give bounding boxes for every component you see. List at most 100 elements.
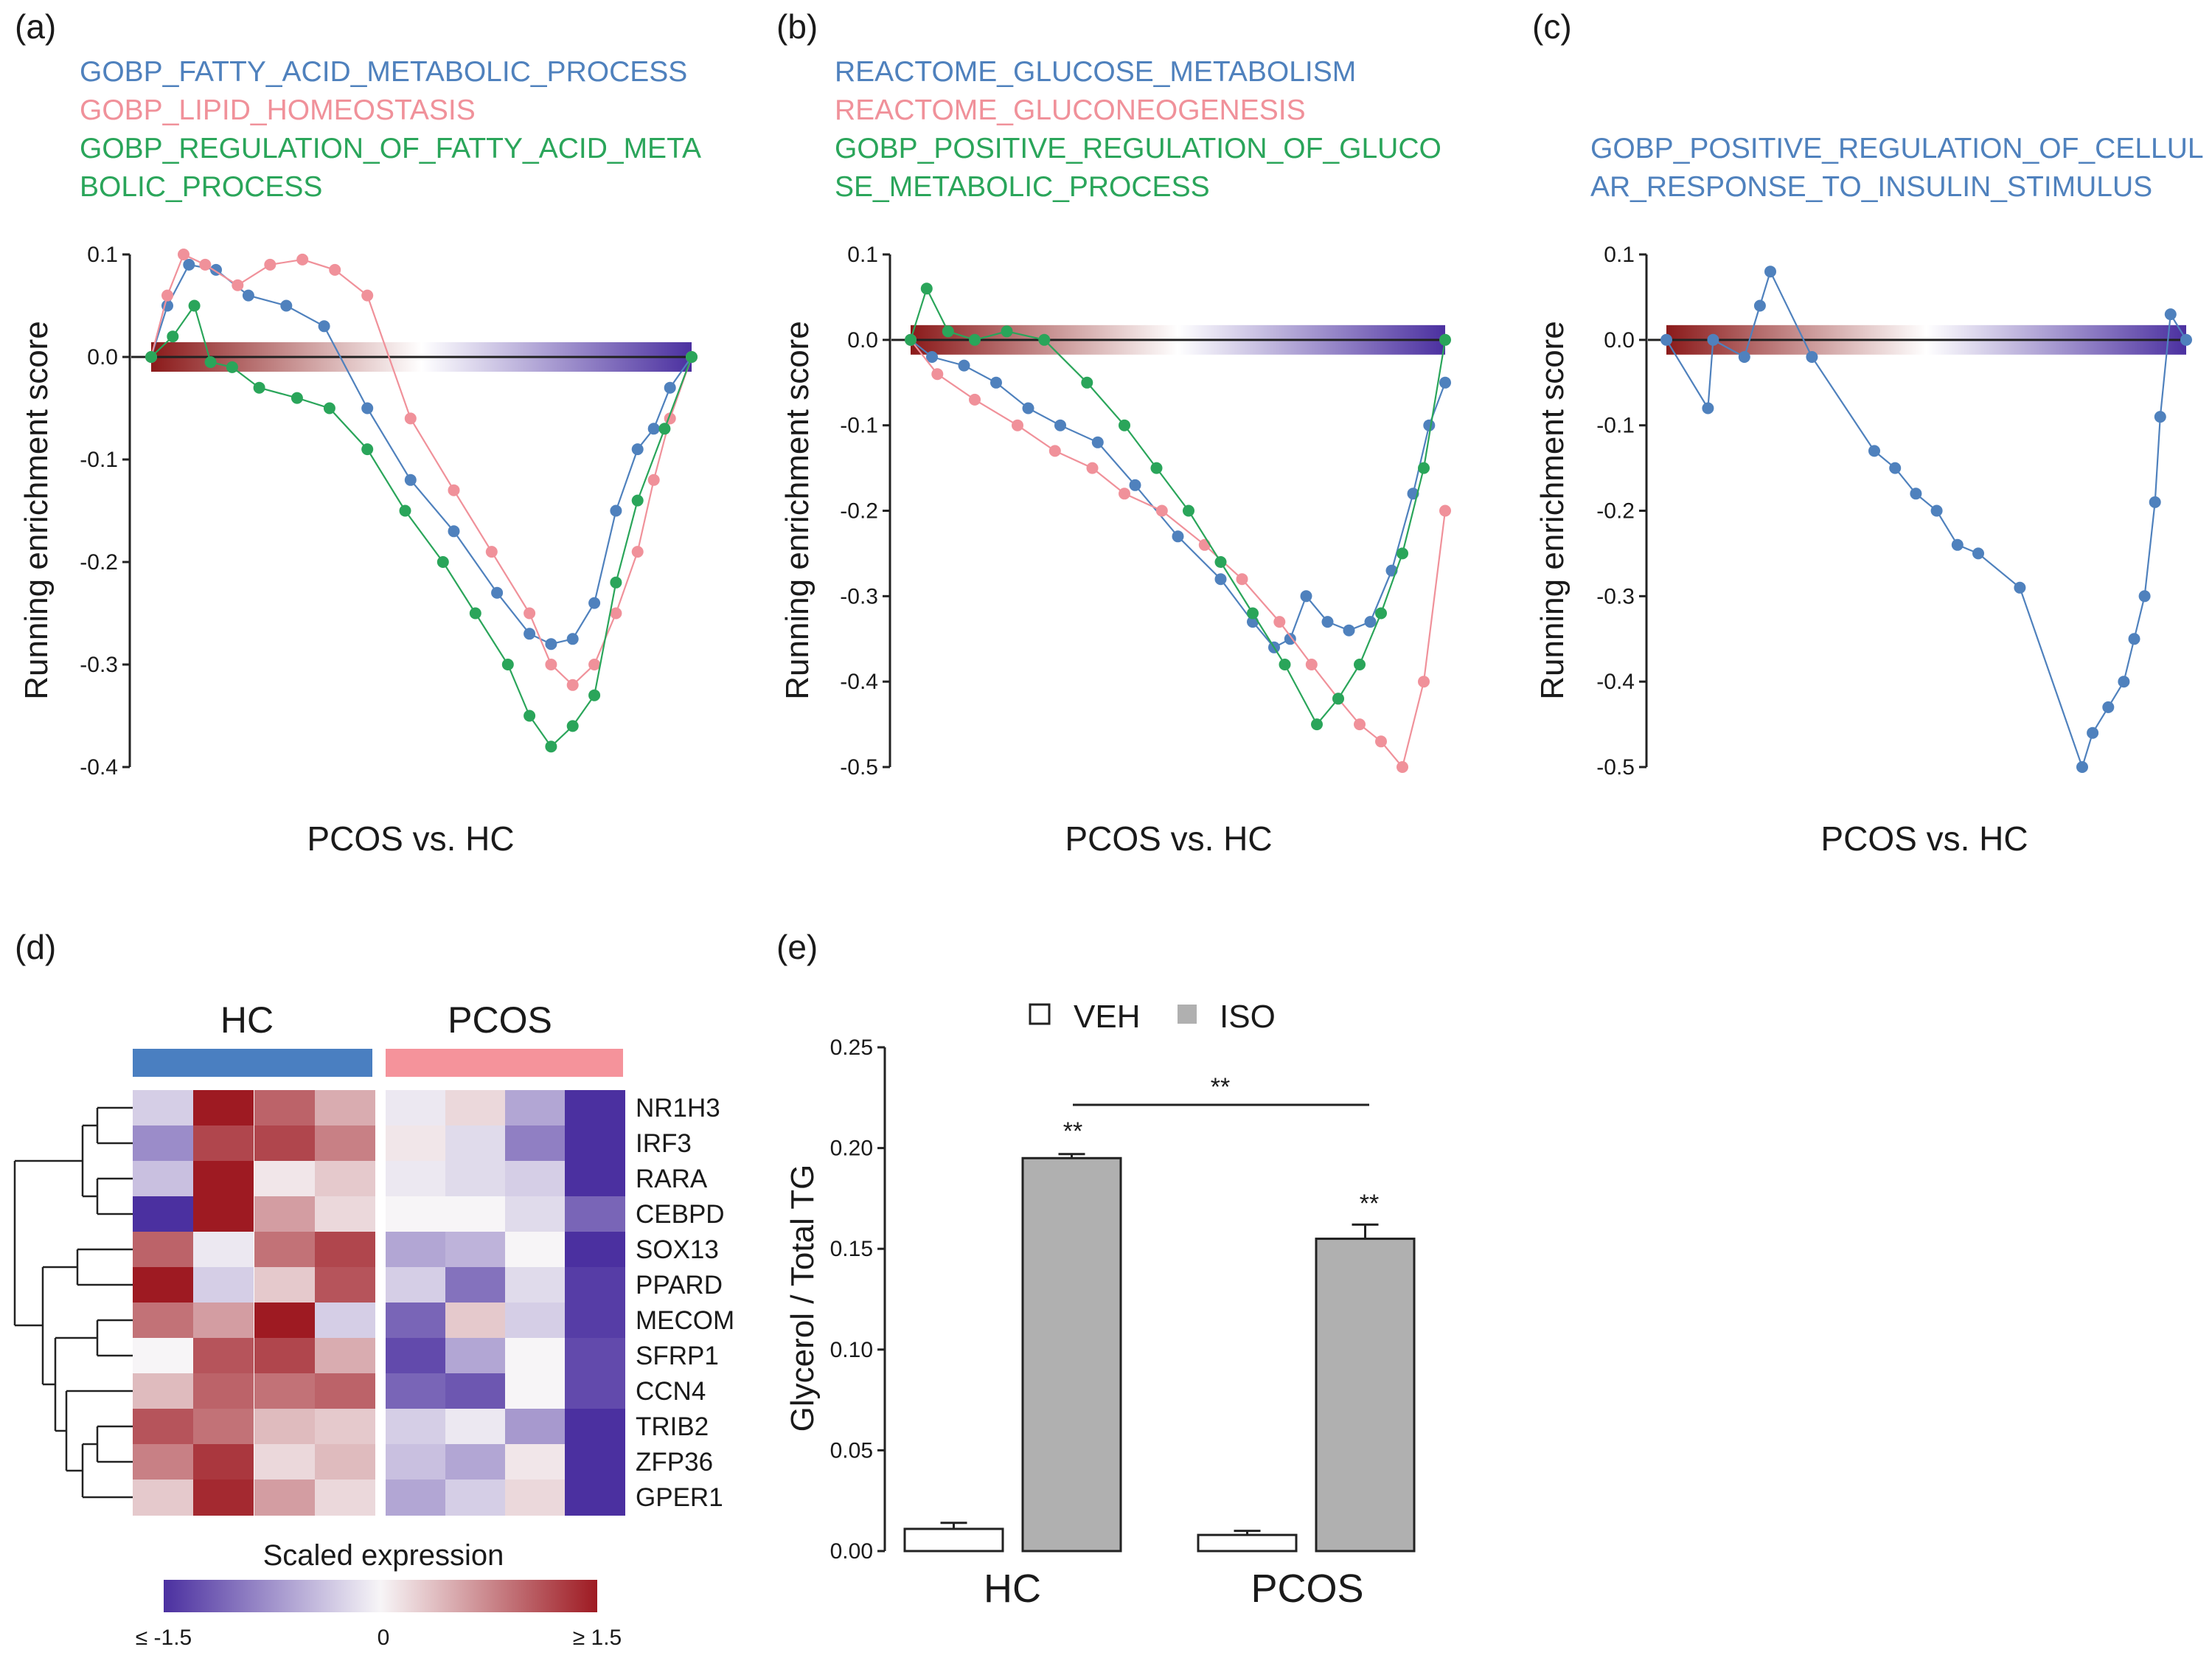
heatmap-cell [315,1196,375,1232]
enrichment-point [1048,445,1061,457]
enrichment-point [969,393,981,406]
enrichment-point [1738,351,1750,363]
significance-between: ** [1211,1073,1230,1101]
heatmap-cell [386,1232,446,1268]
enrichment-point [361,443,374,456]
heatmap-cell [565,1232,625,1268]
enrichment-point [647,423,660,435]
enrichment-point [204,356,217,368]
heatmap-cell [565,1373,625,1409]
heatmap-cell [565,1480,625,1516]
enrichment-point [1119,419,1130,431]
enrichment-point [1214,573,1227,586]
heatmap-cell [254,1480,315,1516]
enrichment-point [178,249,189,260]
gene-label: NR1H3 [636,1094,720,1123]
panel-label-a: (a) [15,7,56,46]
enrichment-point [399,504,411,517]
heatmap-cell [565,1267,625,1303]
enrichment-point [183,258,195,271]
enrichment-point [2138,590,2151,603]
y-tick-label: -0.3 [80,653,118,677]
enrichment-point [2102,701,2115,713]
y-tick-label: -0.5 [1596,755,1635,780]
heatmap-cell [193,1444,254,1480]
y-tick-label: -0.4 [1596,670,1635,694]
y-axis-a: 0.1 0.0 -0.1 -0.2 -0.3 -0.4 [80,243,131,780]
enrichment-point [2164,308,2177,321]
gene-label: CCN4 [636,1377,706,1406]
enrichment-point [1086,462,1099,474]
enrichment-point [631,494,644,507]
enrichment-point [1284,633,1296,645]
enrichment-point [524,628,536,640]
y-tick-label: 0.1 [847,243,878,267]
enrichment-point [296,253,309,266]
heatmap-cell [193,1373,254,1409]
enrichment-line [150,263,692,645]
y-tick-label: 0.0 [87,345,118,370]
heatmap-cell [254,1303,315,1339]
bars [903,1153,1416,1553]
y-tick-label: -0.5 [840,755,878,780]
gene-set-label: REACTOME_GLUCOSE_METABOLISM [835,56,1356,88]
gene-set-label: GOBP_REGULATION_OF_FATTY_ACID_META [80,133,701,164]
heatmap-cell [505,1373,566,1409]
enrichment-point [1423,419,1436,431]
enrichment-point [588,689,601,701]
gene-label: SOX13 [636,1235,719,1264]
enrichment-point [1418,462,1430,474]
y-tick-label: -0.2 [840,499,878,524]
enrichment-point [264,258,276,271]
enrichment-point [610,607,622,620]
heatmap-cell [386,1338,446,1374]
heatmap-cell [254,1090,315,1126]
color-scale-bar [164,1580,597,1612]
legend-label-iso: ISO [1220,999,1276,1035]
enrichment-point [566,720,579,732]
heatmap-cell [193,1480,254,1516]
enrichment-point [1321,616,1334,628]
enrichment-point [1311,718,1323,731]
heatmap-cell [315,1125,375,1162]
heatmap-cell [505,1267,566,1303]
category-label-pcos: PCOS [1251,1567,1363,1611]
heatmap-cell [193,1090,254,1126]
bar-panel: (e) VEH ISO Glycerol / Total TG 0.00 0.05… [776,928,1416,1611]
enrichment-point [610,504,622,517]
heatmap-cell [565,1303,625,1339]
enrichment-point [1764,266,1776,278]
heatmap-cell [133,1338,193,1374]
enrichment-point [2014,581,2026,594]
enrichment-point [1375,607,1387,620]
group-bar-pcos [386,1049,623,1077]
enrichment-point [1868,445,1880,457]
gene-set-label: GOBP_LIPID_HOMEOSTASIS [80,94,476,126]
heatmap-cell [445,1409,506,1445]
group-bar-hc [133,1049,372,1077]
enrichment-point [318,320,330,333]
gene-set-label: GOBP_POSITIVE_REGULATION_OF_CELLUL [1590,133,2204,164]
enrichment-point [253,381,265,394]
enrichment-point [404,412,417,425]
enrichment-point [610,576,622,589]
heatmap-cell [254,1232,315,1268]
enrichment-point [1214,556,1227,568]
heatmap-cell [315,1480,375,1516]
enrichment-point [2149,496,2161,508]
enrichment-point [2154,411,2166,423]
heatmap-cell [254,1444,315,1480]
y-tick-label: 0.1 [87,243,118,267]
x-axis-title-b: PCOS vs. HC [1065,819,1272,858]
heatmap-cell [565,1444,625,1480]
enrichment-point [232,279,244,291]
heatmap-cell [386,1480,446,1516]
curves-a [131,249,698,753]
enrichment-point [1022,402,1034,414]
y-tick-label: -0.1 [1596,414,1635,438]
heatmap-cell [445,1338,506,1374]
enrichment-point [1012,419,1023,431]
enrichment-point [188,299,201,312]
heatmap-cell [505,1303,566,1339]
enrichment-point [1273,616,1286,628]
